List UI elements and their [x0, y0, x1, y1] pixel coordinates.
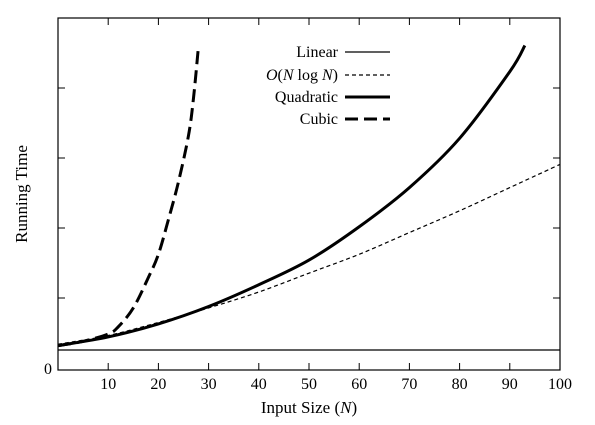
legend: Linear O(N log N) Quadratic Cubic	[266, 44, 390, 128]
legend-item-nlogn: O(N log N)	[266, 67, 390, 84]
legend-label-quadratic: Quadratic	[275, 89, 338, 106]
legend-label-nlogn: O(N log N)	[266, 67, 338, 84]
legend-label-linear: Linear	[296, 44, 338, 61]
y-tick-label-zero: 0	[44, 361, 52, 378]
x-tick-label: 30	[201, 376, 217, 393]
x-tick-label: 70	[401, 376, 417, 393]
x-axis-label: Input Size (N)	[261, 398, 357, 417]
x-axis-ticks: 10 20 30 40 50 60 70 80 90 100	[100, 18, 572, 393]
x-tick-label: 90	[502, 376, 518, 393]
series-line-quadratic	[57, 44, 527, 348]
y-axis-label: Running Time	[12, 145, 31, 243]
series-line-cubic	[57, 45, 201, 348]
series-line-nlogn	[57, 163, 561, 345]
series-lines	[57, 44, 561, 351]
x-tick-label: 50	[301, 376, 317, 393]
x-tick-label: 40	[251, 376, 267, 393]
x-tick-label: 100	[548, 376, 572, 393]
x-tick-label: 80	[452, 376, 468, 393]
legend-item-quadratic: Quadratic	[275, 89, 390, 106]
legend-item-linear: Linear	[296, 44, 390, 61]
x-tick-label: 10	[100, 376, 116, 393]
legend-item-cubic: Cubic	[300, 111, 390, 128]
x-tick-label: 20	[150, 376, 166, 393]
legend-label-cubic: Cubic	[300, 111, 338, 128]
x-tick-label: 60	[351, 376, 367, 393]
